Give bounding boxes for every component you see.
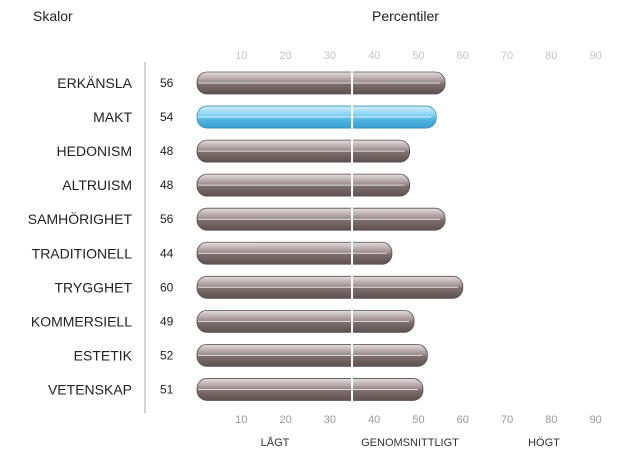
bottom-tick-label: 10 bbox=[235, 414, 247, 426]
top-tick-label: 70 bbox=[501, 50, 513, 62]
value-label: 54 bbox=[160, 110, 174, 124]
value-label: 49 bbox=[160, 314, 174, 328]
bottom-tick-label: 40 bbox=[368, 414, 380, 426]
bottom-tick-label: 90 bbox=[590, 414, 602, 426]
bottom-tick-label: 80 bbox=[545, 414, 557, 426]
top-tick-label: 50 bbox=[412, 50, 424, 62]
category-labels: ERKÄNSLA MAKT HEDONISM ALTRUISM SAMHÖRIGHET T… bbox=[28, 75, 133, 397]
band-label: HÖGT bbox=[528, 437, 560, 449]
bottom-axis-ticks: 10 20 30 40 50 60 70 80 90 bbox=[235, 414, 602, 426]
category-label: ALTRUISM bbox=[62, 177, 132, 193]
top-tick-label: 20 bbox=[279, 50, 291, 62]
category-label: KOMMERSIELL bbox=[31, 313, 132, 329]
category-label: ERKÄNSLA bbox=[57, 75, 132, 91]
band-label: LÅGT bbox=[261, 436, 290, 449]
band-labels: LÅGT GENOMSNITTLIGT HÖGT bbox=[261, 436, 561, 449]
category-label: SAMHÖRIGHET bbox=[28, 210, 133, 227]
percentiles-header: Percentiler bbox=[372, 8, 439, 24]
top-tick-label: 40 bbox=[368, 50, 380, 62]
value-label: 52 bbox=[160, 348, 174, 362]
top-tick-label: 90 bbox=[590, 50, 602, 62]
value-label: 56 bbox=[160, 76, 174, 90]
value-label: 60 bbox=[160, 280, 174, 294]
bottom-tick-label: 50 bbox=[412, 414, 424, 426]
value-label: 56 bbox=[160, 212, 174, 226]
category-label: HEDONISM bbox=[57, 143, 132, 159]
category-label: VETENSKAP bbox=[48, 381, 132, 397]
value-label: 48 bbox=[160, 178, 174, 192]
band-label: GENOMSNITTLIGT bbox=[361, 437, 459, 449]
top-axis-ticks: 10 20 30 40 50 60 70 80 90 bbox=[235, 50, 602, 62]
scales-header: Skalor bbox=[33, 8, 73, 24]
value-label: 48 bbox=[160, 144, 174, 158]
top-tick-label: 10 bbox=[235, 50, 247, 62]
top-tick-label: 60 bbox=[457, 50, 469, 62]
bars bbox=[196, 70, 464, 403]
category-label: TRYGGHET bbox=[54, 279, 132, 295]
bottom-tick-label: 30 bbox=[324, 414, 336, 426]
value-labels: 56 54 48 48 56 44 60 49 52 51 bbox=[160, 76, 174, 396]
value-label: 44 bbox=[160, 246, 174, 260]
category-label: TRADITIONELL bbox=[32, 245, 133, 261]
bottom-tick-label: 60 bbox=[457, 414, 469, 426]
value-label: 51 bbox=[160, 382, 174, 396]
category-label: ESTETIK bbox=[74, 347, 133, 363]
bottom-tick-label: 70 bbox=[501, 414, 513, 426]
top-tick-label: 80 bbox=[545, 50, 557, 62]
bottom-tick-label: 20 bbox=[279, 414, 291, 426]
top-tick-label: 30 bbox=[324, 50, 336, 62]
category-label: MAKT bbox=[93, 109, 132, 125]
